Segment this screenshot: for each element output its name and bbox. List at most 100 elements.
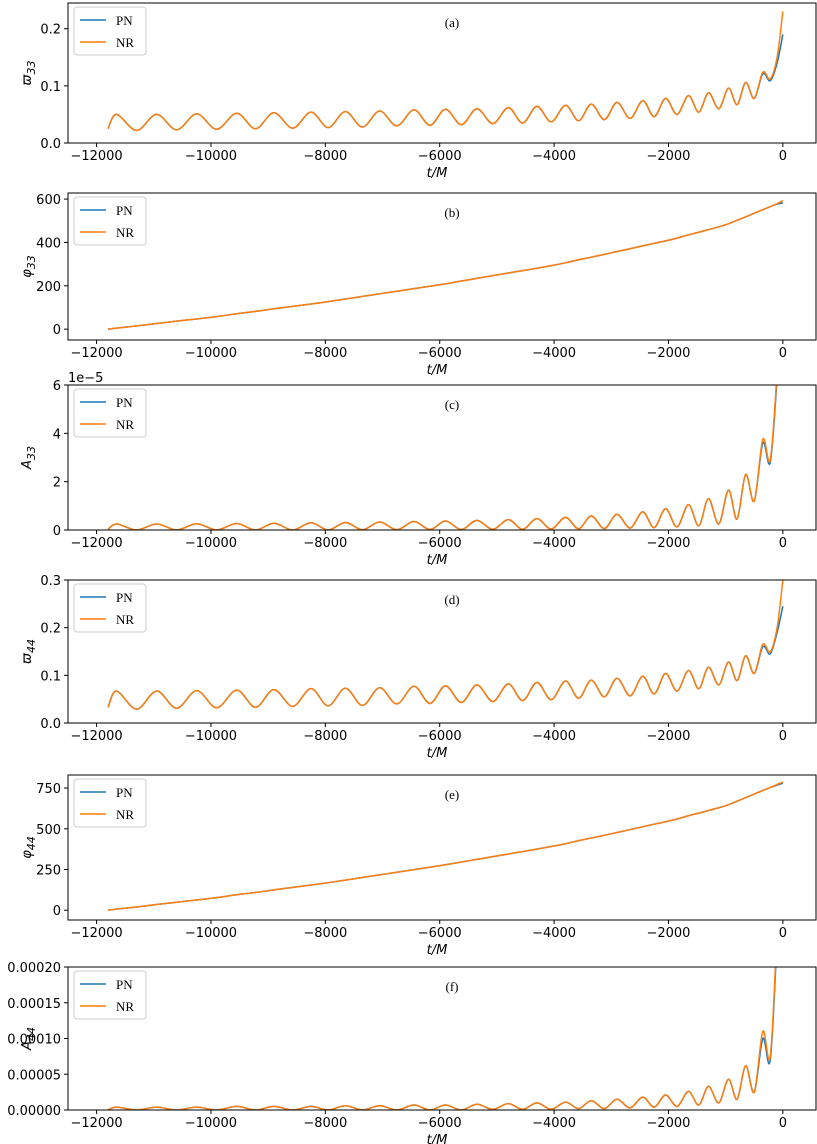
x-tick-label: 0	[779, 149, 787, 164]
series-line	[107, 782, 784, 911]
y-tick-label: 0	[53, 323, 61, 338]
y-axis-label-base: φ	[20, 269, 35, 278]
series-line	[107, 606, 784, 710]
x-tick-label: −2000	[646, 346, 690, 361]
legend-frame	[73, 196, 147, 246]
legend-label: PN	[116, 785, 133, 800]
legend-label: PN	[116, 395, 133, 410]
legend-label: NR	[116, 225, 134, 240]
y-axis-label: A33	[20, 446, 38, 470]
x-tick-label: −6000	[418, 1116, 462, 1131]
y-axis-label-sub: 44	[25, 639, 38, 653]
series-line	[107, 199, 784, 330]
x-tick-label: −4000	[532, 926, 576, 941]
x-tick-label: −2000	[646, 149, 690, 164]
y-axis-label: φ44	[20, 836, 38, 859]
y-tick-label: 2	[53, 476, 61, 491]
x-axis-label: t/M	[427, 553, 448, 568]
y-tick-label: 500	[36, 823, 61, 838]
y-tick-label: 0.00000	[7, 1104, 61, 1119]
legend-label: NR	[116, 417, 134, 432]
y-tick-label: 0.00015	[7, 997, 61, 1012]
x-tick-label: −6000	[418, 536, 462, 551]
y-tick-label: 0.1	[40, 80, 61, 95]
x-tick-label: −2000	[646, 926, 690, 941]
x-tick-label: −10000	[185, 149, 237, 164]
y-tick-label: 600	[36, 193, 61, 208]
subplot: −12000 −10000 −8000 −6000 −4000 −2000 0 0.0 0.1 0…	[20, 574, 817, 761]
x-axis-label: t/M	[427, 943, 448, 958]
legend-frame	[73, 583, 147, 633]
x-tick-label: 0	[779, 926, 787, 941]
x-tick-label: −12000	[70, 926, 122, 941]
panel-label: (e)	[445, 787, 459, 802]
y-axis-label-sub: 33	[25, 255, 38, 269]
subplot: −12000 −10000 −8000 −6000 −4000 −2000 0 0 2 4 6 t/M…	[20, 371, 817, 568]
panel-label: (d)	[444, 592, 459, 607]
x-axis-label: t/M	[427, 363, 448, 378]
x-tick-label: −2000	[646, 536, 690, 551]
panel-label: (c)	[445, 397, 459, 412]
y-axis-label: ϖ33	[20, 61, 38, 86]
legend-label: PN	[116, 977, 133, 992]
x-tick-label: 0	[779, 536, 787, 551]
x-tick-label: −8000	[303, 346, 347, 361]
x-tick-label: −4000	[532, 149, 576, 164]
x-tick-label: −8000	[303, 1116, 347, 1131]
x-axis-label: t/M	[427, 1133, 448, 1144]
x-tick-label: −10000	[185, 536, 237, 551]
y-axis-label-sub: 33	[25, 61, 38, 75]
legend-frame	[73, 778, 147, 828]
x-tick-label: −12000	[70, 729, 122, 744]
legend-label: NR	[116, 999, 134, 1014]
axes-frame	[67, 384, 817, 531]
series-line	[107, 781, 784, 911]
x-tick-label: −4000	[532, 729, 576, 744]
x-tick-label: −12000	[70, 1116, 122, 1131]
y-tick-label: 0.2	[40, 622, 61, 637]
y-tick-label: 0.1	[40, 669, 61, 684]
x-tick-label: −10000	[185, 1116, 237, 1131]
x-tick-label: −8000	[303, 729, 347, 744]
x-tick-label: −10000	[185, 346, 237, 361]
y-tick-label: 750	[36, 782, 61, 797]
y-axis-label-base: ϖ	[20, 73, 35, 85]
x-tick-label: 0	[779, 1116, 787, 1131]
legend-label: NR	[116, 807, 134, 822]
legend-label: PN	[116, 590, 133, 605]
y-tick-label: 0	[53, 524, 61, 539]
y-axis-label: ϖ44	[20, 639, 38, 664]
panel-label: (a)	[445, 15, 459, 30]
y-tick-label: 0.00005	[7, 1068, 61, 1083]
x-tick-label: −6000	[418, 926, 462, 941]
y-axis-label: A44	[20, 1027, 38, 1051]
x-tick-label: −4000	[532, 1116, 576, 1131]
x-tick-label: −4000	[532, 346, 576, 361]
x-tick-label: −8000	[303, 926, 347, 941]
legend-label: PN	[116, 203, 133, 218]
y-tick-label: 250	[36, 863, 61, 878]
legend-label: PN	[116, 13, 133, 28]
subplot: −12000 −10000 −8000 −6000 −4000 −2000 0 0 200 400…	[20, 192, 817, 378]
series-line	[107, 11, 784, 132]
axes-frame	[67, 579, 817, 724]
legend-frame	[73, 388, 147, 438]
x-tick-label: −6000	[418, 346, 462, 361]
x-axis-label: t/M	[427, 166, 448, 181]
subplot: −12000 −10000 −8000 −6000 −4000 −2000 0 0.00000…	[7, 961, 817, 1144]
y-tick-label: 200	[36, 280, 61, 295]
x-tick-label: −10000	[185, 926, 237, 941]
y-axis-label-sub: 44	[25, 1027, 38, 1041]
y-tick-label: 0.00020	[7, 961, 61, 976]
y-axis-label-sub: 44	[25, 836, 38, 850]
legend-frame	[73, 6, 147, 56]
subplot: −12000 −10000 −8000 −6000 −4000 −2000 0 0 250 500…	[20, 774, 817, 958]
x-tick-label: 0	[779, 346, 787, 361]
x-tick-label: −2000	[646, 1116, 690, 1131]
axes-frame	[67, 2, 817, 144]
panel-label: (f)	[446, 979, 459, 994]
x-tick-label: −12000	[70, 536, 122, 551]
y-tick-label: 0.0	[40, 717, 61, 732]
